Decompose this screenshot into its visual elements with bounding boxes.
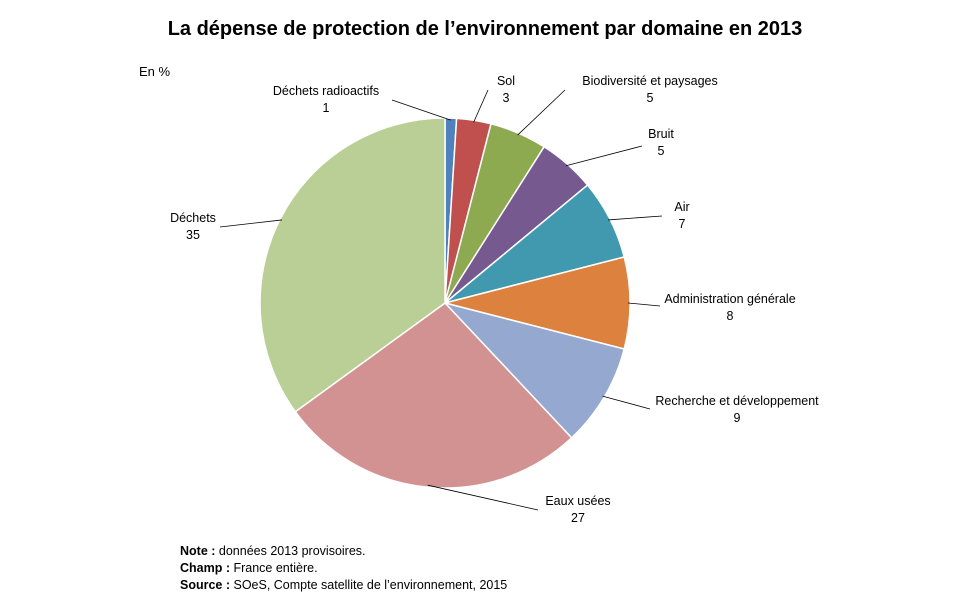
slice-value-4: 7	[679, 217, 686, 231]
slice-value-8: 35	[186, 228, 200, 242]
leader-line-1	[473, 89, 489, 123]
leader-line-7	[427, 484, 539, 511]
slice-value-2: 5	[647, 91, 654, 105]
pie-slice-8	[259, 117, 446, 413]
chart-title: La dépense de protection de l’environnem…	[167, 18, 803, 40]
slice-value-7: 27	[571, 511, 585, 525]
slice-label-5: Administration générale	[664, 292, 795, 306]
leader-line-3	[565, 145, 643, 167]
slice-label-1: Sol	[497, 74, 515, 88]
note-line: Note : données 2013 provisoires.	[180, 544, 366, 558]
slice-label-3: Bruit	[648, 127, 674, 141]
slice-label-2: Biodiversité et paysages	[582, 74, 718, 88]
slice-label-6: Recherche et développement	[655, 394, 819, 408]
leader-line-0	[391, 99, 451, 121]
pie-slice-6	[442, 301, 626, 439]
leader-line-5	[627, 302, 661, 307]
slice-label-4: Air	[674, 200, 689, 214]
champ-line: Champ : France entière.	[180, 561, 318, 575]
unit-label: En %	[139, 64, 171, 79]
slice-value-1: 3	[503, 91, 510, 105]
pie-slice-7	[294, 302, 573, 489]
source-line: Source : SOeS, Compte satellite de l’env…	[180, 578, 508, 592]
slice-value-0: 1	[323, 101, 330, 115]
slice-label-0: Déchets radioactifs	[273, 84, 379, 98]
leader-line-4	[608, 215, 663, 221]
leader-line-6	[602, 395, 651, 410]
slice-value-5: 8	[727, 309, 734, 323]
chart-notes: Note : données 2013 provisoires. Champ :…	[180, 543, 507, 594]
slice-label-7: Eaux usées	[545, 494, 610, 508]
leader-line-2	[517, 89, 566, 136]
slice-value-3: 5	[658, 144, 665, 158]
leader-line-8	[219, 219, 282, 228]
slice-label-8: Déchets	[170, 211, 216, 225]
slice-value-6: 9	[734, 411, 741, 425]
